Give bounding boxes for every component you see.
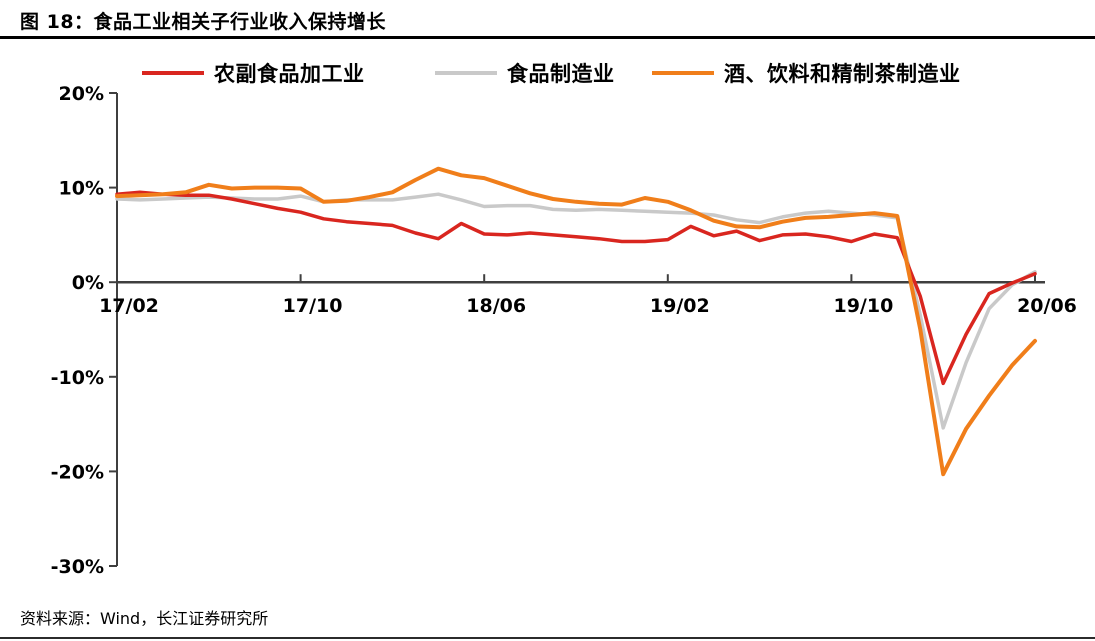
legend-item-wine-beverage-tea: 酒、饮料和精制茶制造业 [652,58,961,88]
y-axis-label: 0% [72,272,104,294]
legend-label: 酒、饮料和精制茶制造业 [724,62,961,86]
series-line-red [115,190,1037,386]
x-axis-label: 18/06 [466,295,526,317]
legend-item-food-manufacturing: 食品制造业 [435,58,615,88]
legend-line-swatch-orange [652,71,714,75]
figure-title: 图 18：食品工业相关子行业收入保持增长 [20,11,387,33]
chart-legend: 农副食品加工业 食品制造业 酒、饮料和精制茶制造业 [0,58,1095,88]
y-axis-label: 10% [59,178,104,200]
legend-line-swatch-red [142,71,204,75]
series-line-orange [115,166,1037,477]
bottom-border [0,637,1095,639]
x-axis-label: 20/06 [1017,295,1077,317]
title-underline [0,36,1095,39]
legend-label: 食品制造业 [507,62,615,86]
line-chart: 20% 10% 0% -10% -20% -30% 17/02 17/10 18/06 19/02… [51,83,1077,578]
y-axis-label: -20% [51,461,104,483]
legend-item-nongfu-food-processing: 农副食品加工业 [142,58,365,88]
y-axis-label: -30% [51,556,104,578]
source-note: 资料来源：Wind，长江证券研究所 [20,609,269,628]
x-axis-label: 19/10 [833,295,893,317]
x-axis-label: 17/02 [99,295,159,317]
y-axis-label: 20% [59,83,104,105]
series-line-gray [115,192,1037,430]
y-axis-label: -10% [51,367,104,389]
x-axis-label: 19/02 [650,295,710,317]
x-axis-label: 17/10 [283,295,343,317]
legend-line-swatch-gray [435,71,497,75]
legend-label: 农副食品加工业 [214,62,365,86]
